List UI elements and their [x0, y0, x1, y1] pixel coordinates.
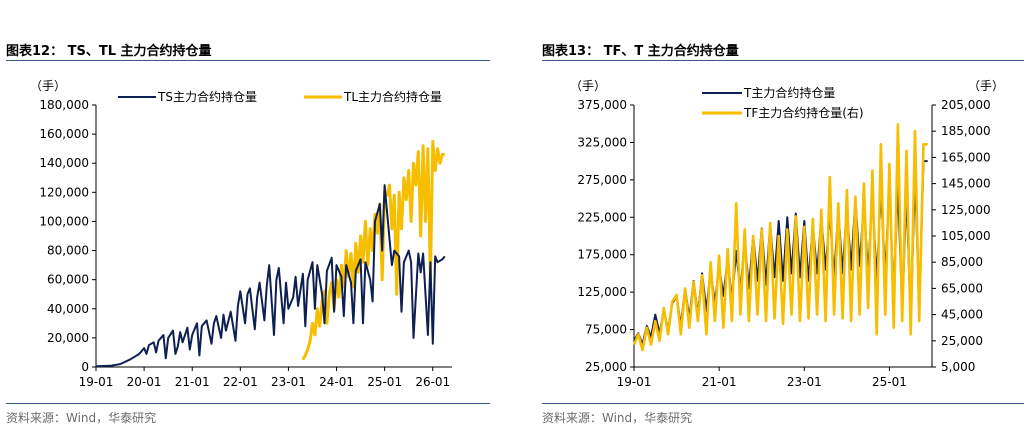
left-source-rule [6, 403, 490, 404]
left-y-tick-label: 80,000 [47, 244, 89, 258]
left-title-rule [6, 60, 490, 61]
left-y-tick-label: 180,000 [39, 98, 89, 112]
left-x-tick-label: 20-01 [127, 375, 162, 389]
right-chart-right-tick-label: 5,000 [941, 360, 975, 374]
right-chart-left-tick-label: 125,000 [577, 285, 627, 299]
right-chart-right-tick-label: 185,000 [941, 124, 991, 138]
left-x-tick-label: 19-01 [79, 375, 114, 389]
legend-tf-label: TF主力合约持仓量(右) [743, 105, 864, 120]
right-source-rule [542, 403, 1024, 404]
left-y-tick-label: 140,000 [39, 156, 89, 170]
left-x-tick-label: 26-01 [415, 375, 450, 389]
left-chart-panel: 图表12： TS、TL 主力合约持仓量 （手） 180,000 160,000 14… [0, 0, 496, 429]
right-source: 资料来源：Wind，华泰研究 [542, 411, 693, 425]
right-chart-left-tick-label: 225,000 [577, 210, 627, 224]
right-chart-right-tick-label: 65,000 [941, 281, 983, 295]
right-chart-x-tick-label: 23-01 [787, 375, 822, 389]
right-chart-right-tick-label: 205,000 [941, 98, 991, 112]
left-y-tick-label: 40,000 [47, 302, 89, 316]
right-chart-left-tick-label: 325,000 [577, 135, 627, 149]
left-y-tick-label: 0 [81, 360, 89, 374]
right-chart-right-tick-label: 85,000 [941, 255, 983, 269]
left-y-tick-label: 120,000 [39, 185, 89, 199]
left-x-tick-label: 23-01 [271, 375, 306, 389]
left-x-tick-label: 25-01 [367, 375, 402, 389]
right-y-unit-right: （手） [968, 79, 1004, 93]
left-x-tick-label: 22-01 [223, 375, 258, 389]
left-y-tick-label: 100,000 [39, 214, 89, 228]
right-title-rule [542, 60, 1024, 61]
right-chart-left-tick-label: 75,000 [585, 323, 627, 337]
right-chart-left-tick-label: 375,000 [577, 98, 627, 112]
right-chart-right-tick-label: 145,000 [941, 177, 991, 191]
right-chart-right-tick-label: 105,000 [941, 229, 991, 243]
left-source: 资料来源：Wind，华泰研究 [6, 411, 157, 425]
legend-ts-label: TS主力合约持仓量 [157, 89, 257, 104]
right-chart-left-tick-label: 25,000 [585, 360, 627, 374]
left-y-tick-label: 60,000 [47, 273, 89, 287]
right-chart-svg: （手） （手） 375,000 325,000 275,000 225,000 175,… [570, 79, 1004, 389]
left-chart-svg: （手） 180,000 160,000 140,000 120,000 100,000 8… [30, 79, 452, 389]
left-x-tick-label: 24-01 [319, 375, 354, 389]
left-y-tick-label: 20,000 [47, 331, 89, 345]
right-chart-x-tick-label: 21-01 [702, 375, 737, 389]
left-y-tick-label: 160,000 [39, 127, 89, 141]
left-chart-title: 图表12： TS、TL 主力合约持仓量 [6, 44, 212, 59]
left-x-tick-label: 21-01 [175, 375, 210, 389]
right-chart-x-tick-label: 25-01 [872, 375, 907, 389]
series-tf-line [632, 123, 928, 352]
right-chart-right-tick-label: 45,000 [941, 308, 983, 322]
right-chart-left-tick-label: 175,000 [577, 248, 627, 262]
right-chart-right-tick-label: 125,000 [941, 203, 991, 217]
legend-tl-label: TL主力合约持仓量 [343, 89, 442, 104]
right-chart-x-tick-label: 19-01 [617, 375, 652, 389]
right-chart-panel: 图表13： TF、T 主力合约持仓量 （手） （手） 375,000 325,00… [536, 0, 1030, 429]
right-chart-right-tick-label: 25,000 [941, 334, 983, 348]
left-y-unit: （手） [30, 79, 66, 93]
legend-t-label: T主力合约持仓量 [743, 85, 835, 100]
right-chart-right-tick-label: 165,000 [941, 150, 991, 164]
right-y-unit-left: （手） [570, 79, 606, 93]
right-chart-title: 图表13： TF、T 主力合约持仓量 [542, 44, 739, 59]
right-chart-left-tick-label: 275,000 [577, 173, 627, 187]
series-ts-line [95, 184, 446, 368]
